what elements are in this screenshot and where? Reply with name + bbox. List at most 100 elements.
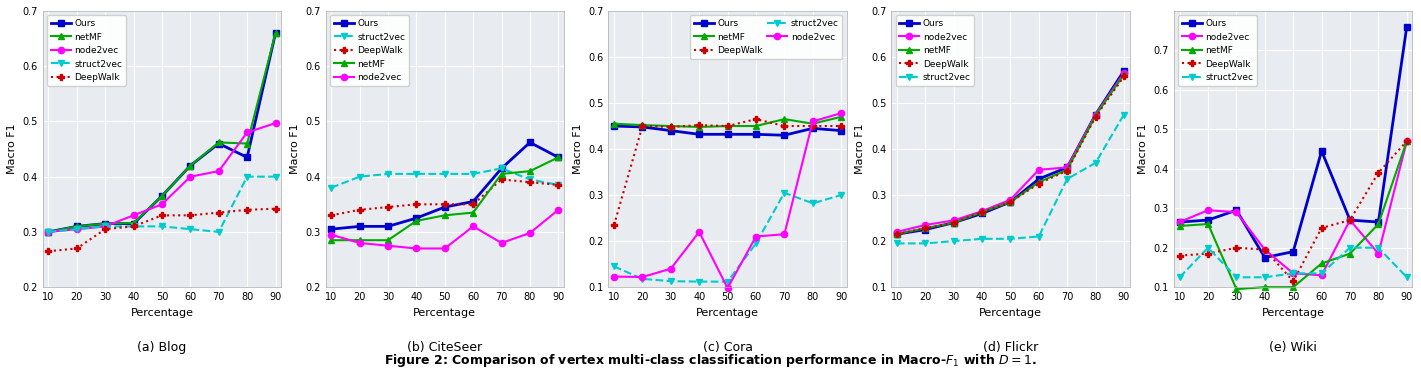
DeepWalk (1030, 181, 1047, 186)
netMF (1370, 222, 1387, 226)
Text: (b) CiteSeer: (b) CiteSeer (408, 341, 482, 354)
node2vec (1341, 218, 1358, 222)
struct2vec (1370, 245, 1387, 250)
netMF (1228, 287, 1245, 291)
Legend: Ours, node2vec, netMF, DeepWalk, struct2vec: Ours, node2vec, netMF, DeepWalk, struct2… (895, 15, 975, 86)
DeepWalk (605, 223, 622, 227)
Ours (719, 132, 736, 137)
netMF (1313, 261, 1330, 266)
Ours (1341, 218, 1358, 222)
Ours (747, 132, 764, 137)
Ours (888, 232, 905, 236)
Ours (379, 224, 396, 229)
struct2vec (1171, 275, 1188, 279)
DeepWalk (40, 249, 57, 254)
netMF (153, 194, 171, 198)
DeepWalk (1285, 279, 1302, 283)
DeepWalk (493, 177, 510, 182)
Ours (1002, 200, 1019, 204)
Line: netMF: netMF (328, 154, 561, 243)
struct2vec (804, 201, 821, 206)
DeepWalk (804, 124, 821, 128)
Line: struct2vec: struct2vec (894, 112, 1127, 247)
struct2vec (1228, 275, 1245, 279)
struct2vec (1341, 245, 1358, 250)
node2vec (1313, 273, 1330, 278)
DeepWalk (1256, 247, 1273, 252)
DeepWalk (68, 246, 85, 251)
DeepWalk (747, 117, 764, 121)
Line: DeepWalk: DeepWalk (45, 206, 279, 254)
Legend: Ours, netMF, DeepWalk, struct2vec, node2vec: Ours, netMF, DeepWalk, struct2vec, node2… (691, 15, 843, 59)
Line: netMF: netMF (894, 71, 1127, 237)
Ours (1030, 177, 1047, 181)
netMF (436, 213, 453, 217)
node2vec (1059, 165, 1076, 170)
Legend: Ours, netMF, node2vec, struct2vec, DeepWalk: Ours, netMF, node2vec, struct2vec, DeepW… (47, 15, 126, 86)
struct2vec (125, 224, 142, 229)
DeepWalk (1199, 251, 1216, 256)
struct2vec (1087, 161, 1104, 165)
Line: node2vec: node2vec (894, 70, 1127, 235)
Ours (267, 31, 284, 35)
DeepWalk (1087, 115, 1104, 119)
struct2vec (691, 279, 708, 284)
Ours (182, 163, 199, 168)
Line: struct2vec: struct2vec (45, 173, 279, 235)
node2vec (1115, 71, 1133, 75)
Ours (522, 140, 539, 145)
struct2vec (40, 230, 57, 234)
Ours (605, 124, 622, 128)
netMF (776, 117, 793, 121)
netMF (833, 115, 850, 119)
netMF (210, 140, 227, 145)
DeepWalk (1313, 226, 1330, 230)
DeepWalk (408, 202, 425, 207)
Ours (97, 222, 114, 226)
netMF (605, 122, 622, 126)
Ours (153, 194, 171, 198)
DeepWalk (351, 207, 368, 212)
struct2vec (1256, 275, 1273, 279)
node2vec (379, 244, 396, 248)
netMF (97, 222, 114, 226)
node2vec (917, 223, 934, 227)
Ours (691, 132, 708, 137)
DeepWalk (1370, 170, 1387, 175)
Text: (e) Wiki: (e) Wiki (1269, 341, 1317, 354)
node2vec (351, 241, 368, 245)
struct2vec (239, 175, 256, 179)
Line: DeepWalk: DeepWalk (1177, 138, 1410, 284)
netMF (747, 124, 764, 128)
netMF (267, 31, 284, 35)
Y-axis label: Macro F1: Macro F1 (7, 124, 17, 174)
node2vec (804, 119, 821, 124)
Ours (634, 125, 651, 129)
DeepWalk (97, 227, 114, 231)
struct2vec (662, 279, 679, 283)
node2vec (323, 232, 340, 237)
Ours (776, 133, 793, 138)
struct2vec (945, 239, 962, 243)
struct2vec (465, 172, 482, 176)
Ours (804, 126, 821, 131)
struct2vec (68, 227, 85, 231)
X-axis label: Percentage: Percentage (414, 308, 476, 317)
node2vec (1087, 112, 1104, 117)
netMF (493, 172, 510, 176)
struct2vec (182, 227, 199, 231)
node2vec (747, 234, 764, 239)
Line: node2vec: node2vec (1177, 138, 1410, 278)
DeepWalk (1398, 139, 1415, 143)
node2vec (1228, 210, 1245, 214)
Line: Ours: Ours (894, 68, 1127, 237)
node2vec (634, 275, 651, 279)
node2vec (662, 266, 679, 271)
node2vec (97, 224, 114, 229)
DeepWalk (379, 205, 396, 209)
netMF (465, 210, 482, 215)
node2vec (1002, 197, 1019, 202)
struct2vec (973, 236, 990, 241)
DeepWalk (522, 180, 539, 184)
Text: (c) Cora: (c) Cora (702, 341, 753, 354)
